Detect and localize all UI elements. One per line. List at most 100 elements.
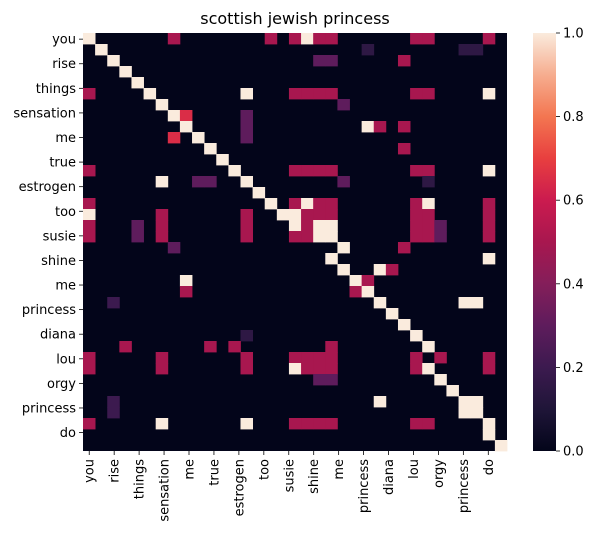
x-tick-label: estrogen: [232, 459, 247, 516]
heatmap-cell: [119, 66, 132, 78]
heatmap-cell: [301, 209, 314, 221]
heatmap-cell: [288, 220, 302, 232]
y-tick-label: orgy: [47, 377, 76, 392]
colorbar-tick-label: 0.2: [563, 361, 584, 376]
heatmap-cell: [325, 33, 338, 45]
heatmap-cell: [288, 165, 302, 177]
heatmap-cell: [155, 176, 169, 188]
x-tick-label: shine: [307, 459, 322, 494]
heatmap-cell: [422, 220, 435, 232]
heatmap-cell: [313, 231, 326, 243]
heatmap-cell: [167, 33, 181, 45]
x-tick-label: susie: [282, 459, 297, 492]
y-tick-label: do: [60, 426, 76, 441]
heatmap-cell: [83, 231, 96, 243]
heatmap-cell: [325, 209, 338, 221]
heatmap-cell: [361, 275, 375, 287]
heatmap-cell: [422, 231, 435, 243]
heatmap-cell: [482, 220, 496, 232]
heatmap-cell: [385, 264, 399, 276]
heatmap-cell: [240, 121, 253, 133]
heatmap-cell: [288, 209, 302, 221]
heatmap-plot: [83, 33, 508, 452]
heatmap-cell: [410, 220, 423, 232]
heatmap-cell: [397, 55, 411, 67]
heatmap-cell: [143, 88, 157, 100]
heatmap-cell: [325, 198, 338, 210]
heatmap-cell: [192, 176, 205, 188]
heatmap-cell: [131, 220, 144, 232]
heatmap-cell: [288, 88, 302, 100]
x-tick-label: lou: [407, 459, 422, 479]
heatmap-cell: [482, 231, 496, 243]
y-tick-label: princess: [22, 303, 76, 318]
y-tick-label: true: [49, 156, 76, 171]
heatmap-cell: [313, 33, 326, 45]
chart-title: scottish jewish princess: [200, 9, 390, 28]
heatmap-cell: [240, 110, 253, 122]
colorbar-tick-label: 0.4: [563, 277, 584, 292]
heatmap-cell: [337, 264, 350, 276]
heatmap-cell: [385, 308, 399, 320]
heatmap-cell: [337, 99, 350, 111]
colorbar-ticks: 0.0 0.2 0.4 0.6 0.8 1.0: [556, 27, 584, 460]
heatmap-cell: [349, 286, 363, 298]
heatmap-cell: [288, 418, 302, 430]
y-tick-label: you: [52, 33, 76, 48]
heatmap-cell: [458, 407, 472, 419]
y-tick-label: things: [36, 82, 76, 97]
heatmap-cell: [422, 209, 435, 221]
heatmap-cell: [482, 352, 496, 364]
heatmap-cell: [482, 363, 496, 375]
x-tick-label: sensation: [158, 459, 173, 522]
heatmap-cell: [216, 154, 229, 166]
heatmap-cell: [470, 297, 484, 309]
colorbar-tick-label: 1.0: [563, 27, 584, 42]
heatmap-cell: [482, 165, 496, 177]
heatmap-cell: [131, 77, 144, 89]
heatmap-cell: [397, 242, 411, 254]
heatmap-cell: [179, 275, 193, 287]
heatmap-cell: [167, 242, 181, 254]
heatmap-cell: [482, 33, 496, 45]
heatmap-cell: [107, 297, 120, 309]
heatmap-cell: [470, 396, 484, 408]
y-tick-label: diana: [40, 328, 76, 343]
heatmap-cell: [410, 363, 423, 375]
heatmap-cell: [288, 33, 302, 45]
heatmap-cell: [325, 253, 338, 265]
heatmap-cell: [301, 231, 314, 243]
heatmap-cell: [422, 418, 435, 430]
heatmap-cell: [313, 165, 326, 177]
heatmap-cell: [301, 165, 314, 177]
heatmap-cell: [204, 176, 217, 188]
heatmap-cell: [288, 352, 302, 364]
heatmap-cell: [288, 363, 302, 375]
heatmap-cell: [410, 418, 423, 430]
colorbar-tick-label: 0.8: [563, 110, 584, 125]
heatmap-cell: [264, 33, 278, 45]
heatmap-cell: [434, 374, 447, 386]
heatmap-cell: [83, 165, 96, 177]
heatmap-cell: [301, 220, 314, 232]
heatmap-cell: [325, 374, 338, 386]
heatmap-cell: [240, 363, 253, 375]
heatmap-cell: [422, 341, 435, 353]
heatmap-cell: [83, 220, 96, 232]
heatmap-cell: [410, 165, 423, 177]
heatmap-cell: [155, 220, 169, 232]
heatmap-cell: [240, 352, 253, 364]
heatmap-cell: [325, 88, 338, 100]
heatmap-cell: [131, 231, 144, 243]
heatmap-cell: [373, 396, 387, 408]
heatmap-cell: [264, 198, 278, 210]
heatmap-cell: [240, 209, 253, 221]
x-tick-label: orgy: [432, 459, 447, 488]
heatmap-cell: [397, 143, 411, 155]
heatmap-cell: [446, 385, 459, 397]
heatmap-cell: [422, 363, 435, 375]
heatmap-cell: [325, 220, 338, 232]
heatmap-cell: [83, 209, 96, 221]
x-tick-label: rise: [108, 459, 123, 483]
heatmap-cell: [313, 363, 326, 375]
